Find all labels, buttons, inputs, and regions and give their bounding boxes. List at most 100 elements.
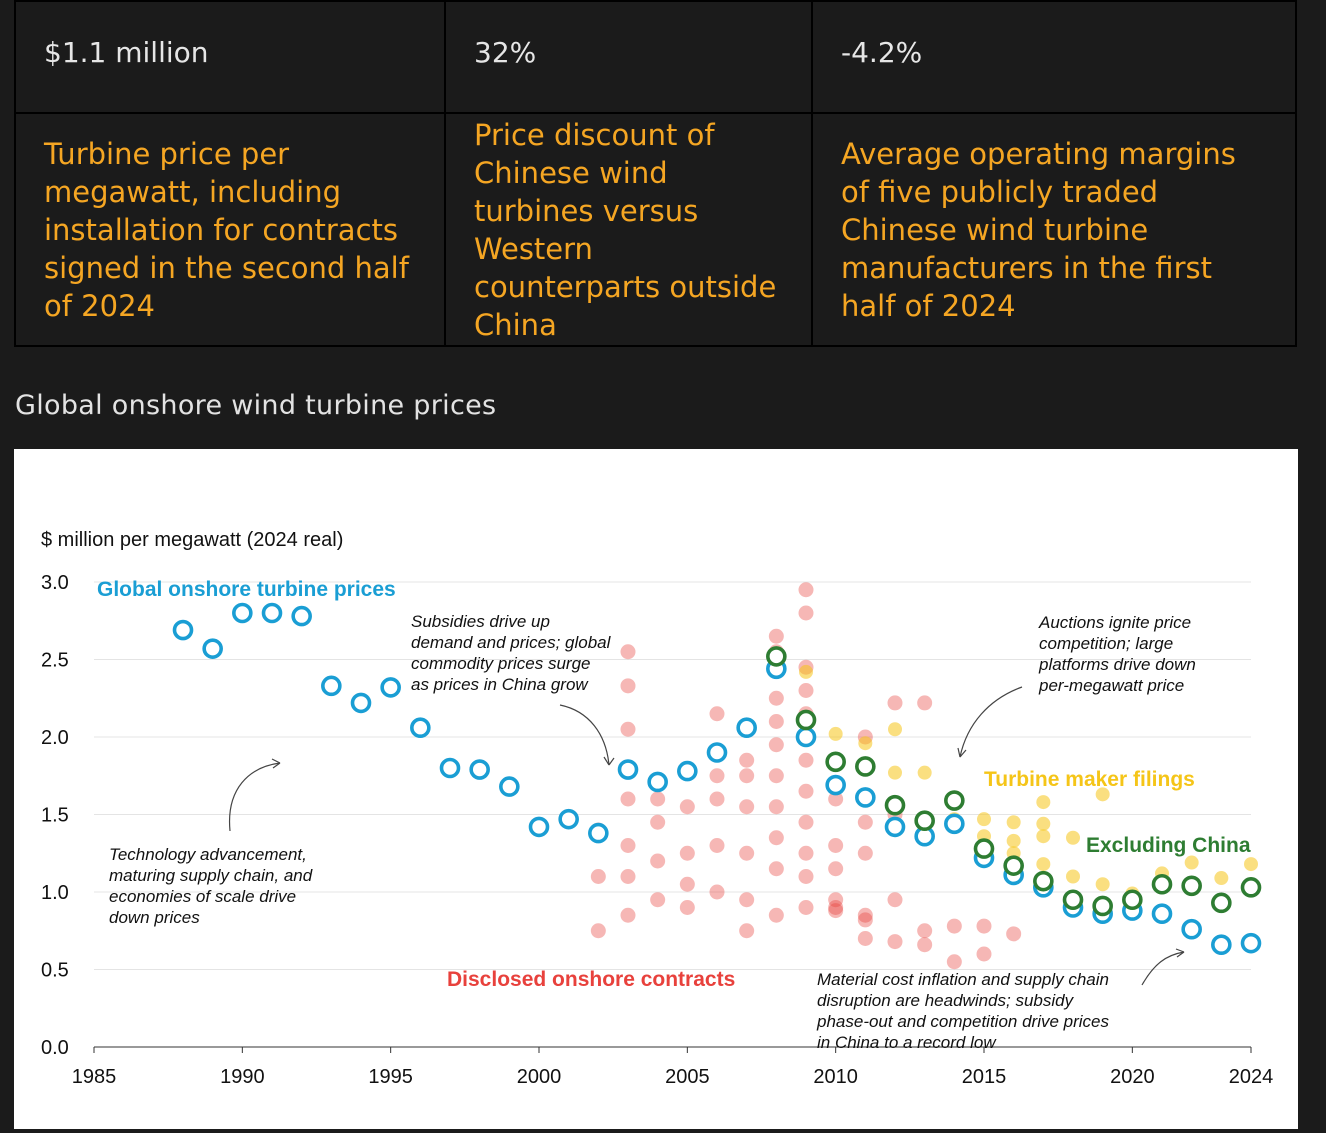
data-point-contracts [679, 799, 695, 815]
data-point-contracts [1006, 926, 1022, 942]
data-point-excl_china [795, 709, 817, 731]
data-point-contracts [917, 923, 933, 939]
data-point-contracts [620, 721, 636, 737]
data-point-global [1240, 932, 1262, 954]
data-point-contracts [739, 752, 755, 768]
data-point-contracts [739, 892, 755, 908]
annotation-tech: Technology advancement, [109, 845, 307, 864]
x-tick-label: 2010 [813, 1066, 858, 1088]
data-point-contracts [590, 923, 606, 939]
data-point-contracts [768, 768, 784, 784]
y-tick-label: 1.0 [41, 882, 69, 904]
stat-value-margin: -4.2% [811, 0, 1297, 114]
data-point-filings [1244, 857, 1258, 872]
data-point-excl_china [973, 838, 995, 859]
data-point-contracts [857, 845, 873, 861]
y-tick-label: 0.5 [41, 960, 69, 982]
data-point-filings [1036, 795, 1051, 810]
data-point-contracts [828, 892, 844, 908]
data-point-contracts [828, 861, 844, 877]
annotation-auctions: per-megawatt price [1038, 676, 1184, 695]
x-tick-label: 2015 [962, 1066, 1007, 1088]
data-point-excl_china [825, 751, 846, 773]
data-point-excl_china [1003, 855, 1024, 876]
stat-desc-discount: Price discount of Chinese wind turbines … [444, 112, 813, 347]
annotation-subsidies: commodity prices surge [411, 654, 591, 673]
data-point-contracts [620, 838, 636, 853]
data-point-contracts [828, 900, 844, 915]
data-point-global [439, 757, 461, 779]
data-point-contracts [798, 783, 814, 799]
data-point-filings [828, 726, 843, 741]
data-point-contracts [798, 900, 814, 915]
data-point-global [528, 816, 550, 838]
data-point-contracts [946, 954, 962, 970]
data-point-global [172, 619, 194, 641]
data-point-excl_china [1062, 889, 1084, 911]
data-point-contracts [709, 706, 725, 722]
data-point-filings [1006, 833, 1021, 848]
data-point-contracts [679, 876, 695, 892]
y-tick-label: 3.0 [41, 572, 69, 594]
data-point-filings [977, 812, 991, 827]
data-point-global [469, 759, 490, 780]
x-tick-label: 1990 [220, 1066, 265, 1088]
data-point-contracts [828, 903, 844, 919]
data-point-contracts [768, 830, 784, 846]
data-point-filings [1095, 877, 1110, 892]
annotation-subsidies: as prices in China grow [411, 675, 589, 694]
data-point-contracts [917, 695, 933, 711]
data-point-filings [1036, 857, 1051, 872]
data-point-excl_china [944, 790, 965, 811]
series-label-contracts: Disclosed onshore contracts [447, 968, 735, 991]
data-point-contracts [976, 946, 992, 962]
stat-value-discount: 32% [444, 0, 813, 114]
data-point-contracts [887, 934, 903, 950]
data-point-excl_china [1033, 870, 1054, 892]
data-point-contracts [739, 768, 755, 784]
data-point-global [617, 759, 639, 780]
annotation-tech: down prices [109, 908, 200, 927]
chart-container: $ million per megawatt (2024 real) 0.0 0.… [14, 449, 1298, 1129]
annotation-material: disruption are headwinds; subsidy [817, 991, 1075, 1010]
data-point-contracts [739, 799, 755, 815]
annotation-material: phase-out and competition drive prices [816, 1012, 1109, 1031]
data-point-contracts [887, 892, 903, 908]
data-point-contracts [620, 907, 636, 923]
data-point-contracts [768, 714, 784, 729]
x-tick-label: 2000 [517, 1066, 562, 1088]
data-point-global [410, 717, 431, 739]
annotation-tech: economies of scale drive [109, 887, 296, 906]
data-point-global [261, 602, 283, 624]
annotation-auctions: competition; large [1039, 634, 1173, 653]
data-point-contracts [768, 628, 784, 644]
data-point-contracts [768, 737, 784, 753]
data-point-contracts [946, 918, 962, 934]
data-point-global [706, 742, 728, 763]
data-point-contracts [620, 678, 636, 694]
series-label-global: Global onshore turbine prices [97, 578, 396, 601]
data-point-contracts [679, 845, 695, 861]
data-point-excl_china [1211, 892, 1232, 914]
data-point-excl_china [884, 794, 906, 816]
data-point-filings [1066, 830, 1080, 845]
data-point-contracts [768, 907, 784, 923]
data-point-contracts [768, 799, 784, 815]
data-point-contracts [798, 814, 814, 830]
stat-desc-margin: Average operating margins of five public… [811, 112, 1297, 347]
data-point-filings [799, 664, 813, 679]
data-point-contracts [620, 791, 636, 807]
y-tick-label: 0.0 [41, 1037, 69, 1059]
data-point-excl_china [766, 646, 787, 667]
data-point-contracts [857, 814, 873, 830]
data-point-contracts [590, 869, 606, 884]
data-point-global [1151, 903, 1173, 925]
data-point-global [202, 638, 223, 659]
stat-value-price: $1.1 million [14, 0, 446, 114]
data-point-contracts [679, 900, 695, 915]
y-axis-label: $ million per megawatt (2024 real) [41, 529, 343, 551]
data-point-filings [888, 765, 902, 780]
data-point-global [380, 677, 401, 698]
data-point-contracts [620, 869, 636, 884]
data-point-contracts [828, 838, 844, 853]
